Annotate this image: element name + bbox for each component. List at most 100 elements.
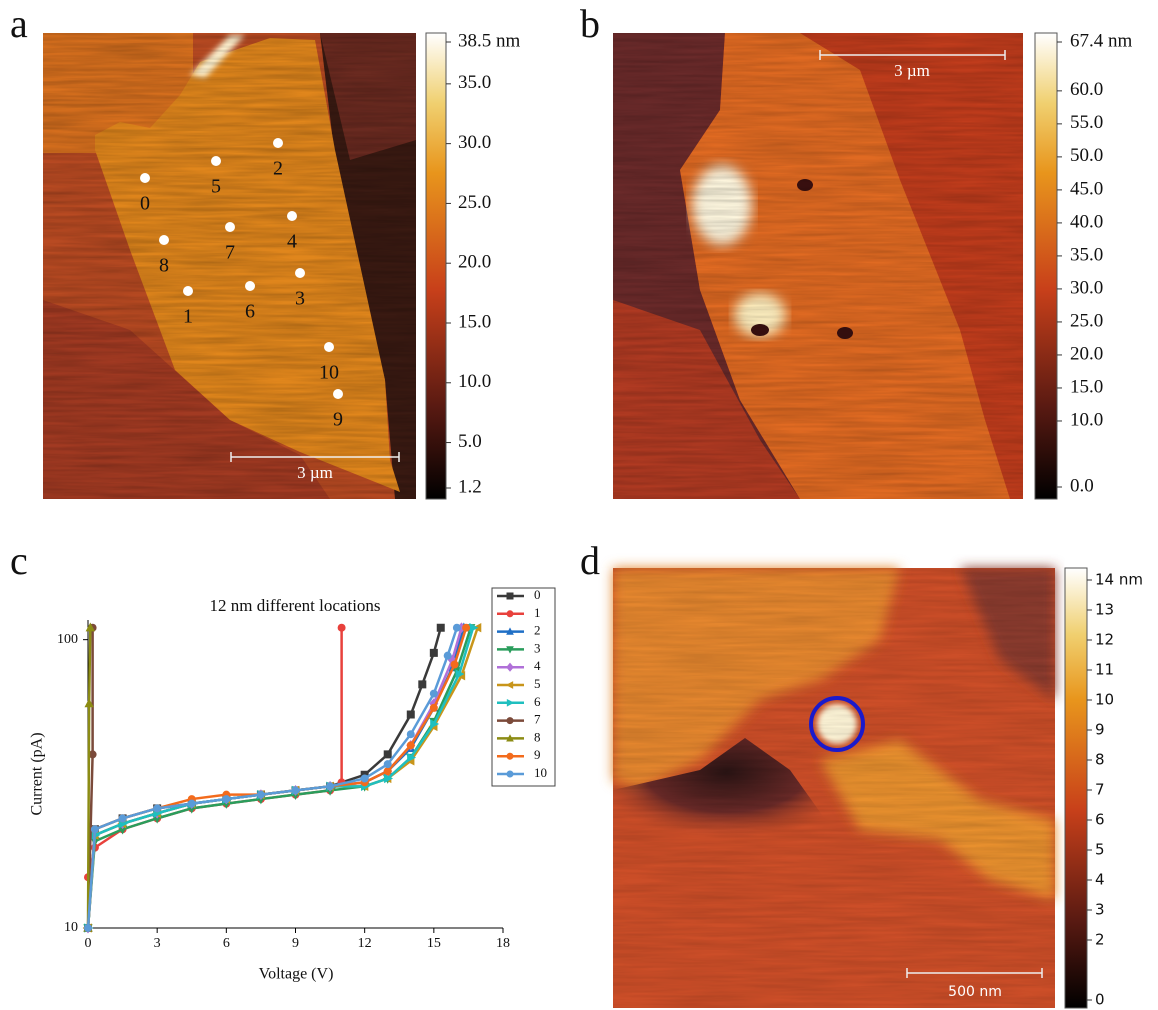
colorbar-tick-label: 20.0 [1070,343,1103,364]
scale-bar-label: 500 nm [948,984,1002,1000]
x-tick-label: 18 [496,936,510,951]
data-point [187,799,196,808]
location-label: 0 [140,193,150,215]
colorbar-tick-label: 5.0 [458,431,482,452]
colorbar-tick-label: 1.2 [458,476,482,497]
data-point [256,790,265,799]
location-label: 5 [211,176,221,198]
legend-label: 3 [534,640,541,655]
location-label: 6 [245,301,255,323]
colorbar [425,32,447,500]
data-point [84,698,94,708]
location-label: 9 [333,409,343,431]
colorbar-tick-label: 50.0 [1070,145,1103,166]
legend-label: 5 [534,676,541,691]
location-label: 4 [287,231,297,253]
colorbar-tick-label: 40.0 [1070,211,1103,232]
colorbar-tick-label: 25.0 [458,192,491,213]
colorbar-tick-label: 6 [1095,811,1105,829]
legend-marker [506,717,514,725]
texture [43,33,416,499]
data-point [222,795,231,804]
location-label: 7 [225,242,235,264]
location-dot [287,211,297,221]
panel-label: a [10,1,28,46]
legend-label: 0 [534,587,541,602]
data-point [85,622,95,632]
data-point [406,710,415,719]
location-label: 10 [319,362,339,384]
x-axis-label: Voltage (V) [259,966,334,983]
location-dot [225,222,235,232]
colorbar-tick-label: 8 [1095,751,1105,769]
colorbar-tick-label: 11 [1095,661,1114,679]
legend-marker [506,662,514,672]
colorbar-tick-label: 0 [1095,991,1105,1009]
legend-label: 6 [534,694,541,709]
series-line [86,627,343,878]
data-point [90,825,99,834]
location-dot [324,342,334,352]
afm-image-b: 3 µm [613,33,1023,499]
location-dot [183,286,193,296]
panel-label: b [580,1,600,46]
data-point [418,680,427,689]
panel-label: c [10,538,28,583]
colorbar-tick-label: 13 [1095,601,1114,619]
data-point [443,651,452,660]
data-point [452,623,461,632]
highlight-circle [809,696,865,752]
location-dot [273,138,283,148]
location-dot [245,281,255,291]
legend-marker [506,698,515,707]
data-point [429,648,438,657]
legend-marker [506,752,514,760]
data-point [462,623,471,632]
location-label: 2 [273,158,283,180]
series-line [86,627,475,929]
data-point [326,782,335,791]
y-tick-label: 100 [57,632,78,647]
series-line [86,627,468,929]
location-dot [333,389,343,399]
data-point [383,760,392,769]
data-point [450,660,459,669]
chart-title: 12 nm different locations [209,596,380,615]
location-label: 8 [159,255,169,277]
data-point [383,767,392,776]
x-tick-label: 15 [427,936,441,951]
legend-marker [506,646,514,654]
legend-label: 10 [534,765,547,780]
data-point [337,623,346,632]
data-point [430,719,440,729]
colorbar-tick-label: 14 nm [1095,571,1143,589]
colorbar-tick-label: 2 [1095,931,1105,949]
legend-label: 7 [534,712,541,727]
legend-marker [505,681,514,689]
data-point [360,774,369,783]
data-point [384,773,393,784]
legend [491,587,556,787]
location-dot [159,235,169,245]
panel-label: d [580,538,600,583]
data-point [429,689,438,698]
x-tick-label: 3 [154,936,161,951]
afm-image-a: 3 µm [43,33,416,499]
data-point [118,814,127,823]
data-point [83,924,93,932]
texture [613,33,1023,499]
data-point [88,750,97,759]
legend-label: 4 [534,658,541,673]
data-point [406,730,415,739]
data-point [455,669,465,679]
data-point [429,703,438,712]
legend-marker [506,627,514,635]
colorbar-tick-label: 7 [1095,781,1105,799]
texture [613,568,1055,1008]
y-axis-label: Current (pA) [29,732,46,815]
x-tick-label: 6 [223,936,230,951]
x-tick-label: 9 [292,936,299,951]
legend-marker [506,610,514,618]
colorbar-tick-label: 30.0 [458,132,491,153]
colorbar-tick-label: 55.0 [1070,112,1103,133]
